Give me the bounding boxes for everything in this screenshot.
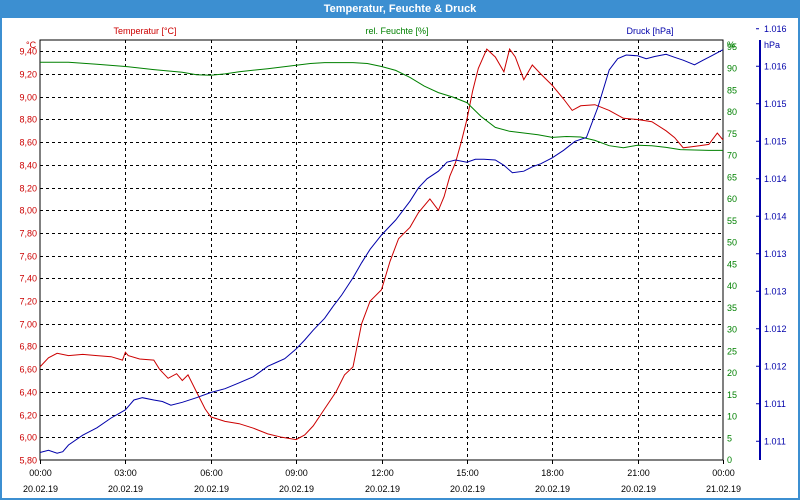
pressure-series-line [39, 49, 724, 454]
x-tick-date: 21.02.19 [706, 484, 741, 494]
left-tick-label: 8,40 [19, 161, 37, 171]
left-tick-label: 6,80 [19, 342, 37, 352]
left-tick-label: 9,40 [19, 47, 37, 57]
temperature-series-line [39, 47, 724, 441]
humidity-tick-label: 50 [727, 238, 737, 248]
x-tick-time: 00:00 [712, 468, 735, 478]
left-tick-label: 8,60 [19, 138, 37, 148]
left-tick-label: 8,20 [19, 184, 37, 194]
humidity-tick-label: 5 [727, 433, 732, 443]
pressure-tick-label: 1.012 [764, 324, 787, 334]
humidity-tick-label: 35 [727, 303, 737, 313]
left-tick-label: 8,80 [19, 115, 37, 125]
temperature-axis-label: Temperatur [°C] [113, 26, 176, 36]
x-tick-date: 20.02.19 [535, 484, 570, 494]
left-tick-label: 7,40 [19, 274, 37, 284]
left-tick-label: 9,20 [19, 70, 37, 80]
left-tick-label: 9,00 [19, 93, 37, 103]
pressure-tick-label: 1.015 [764, 136, 787, 146]
pressure-axis-bar [759, 40, 761, 460]
humidity-tick-label: 75 [727, 129, 737, 139]
humidity-tick-label: 20 [727, 368, 737, 378]
pressure-tick-label: 1.013 [764, 249, 787, 259]
left-tick-label: 6,20 [19, 411, 37, 421]
humidity-tick-label: 40 [727, 281, 737, 291]
x-tick-date: 20.02.19 [450, 484, 485, 494]
x-tick-time: 03:00 [114, 468, 137, 478]
left-tick-label: 7,00 [19, 320, 37, 330]
x-tick-date: 20.02.19 [279, 484, 314, 494]
left-tick-label: 5,80 [19, 456, 37, 466]
x-tick-time: 00:00 [29, 468, 52, 478]
humidity-axis-unit: % [727, 40, 735, 50]
humidity-tick-label: 60 [727, 194, 737, 204]
humidity-tick-label: 85 [727, 85, 737, 95]
left-tick-label: 7,60 [19, 252, 37, 262]
humidity-tick-label: 90 [727, 64, 737, 74]
x-tick-time: 18:00 [541, 468, 564, 478]
x-tick-time: 06:00 [200, 468, 223, 478]
left-tick-label: 8,00 [19, 206, 37, 216]
humidity-tick-label: 30 [727, 325, 737, 335]
pressure-tick-label: 1.016 [764, 61, 787, 71]
window-left-border [0, 18, 2, 500]
x-tick-time: 09:00 [285, 468, 308, 478]
humidity-tick-label: 15 [727, 390, 737, 400]
pressure-tick-label: 1.013 [764, 286, 787, 296]
window-title-bar: Temperatur, Feuchte & Druck [0, 0, 800, 18]
window-right-border [798, 18, 800, 500]
humidity-tick-label: 95 [727, 42, 737, 52]
pressure-axis-label: Druck [hPa] [626, 26, 673, 36]
pressure-tick-label: 1.014 [764, 174, 787, 184]
humidity-tick-label: 10 [727, 412, 737, 422]
humidity-tick-label: 65 [727, 172, 737, 182]
humidity-tick-label: 0 [727, 455, 732, 465]
pressure-axis-unit: hPa [764, 40, 780, 50]
x-tick-date: 20.02.19 [23, 484, 58, 494]
x-tick-date: 20.02.19 [194, 484, 229, 494]
left-tick-label: 6,60 [19, 365, 37, 375]
x-tick-date: 20.02.19 [621, 484, 656, 494]
x-tick-time: 15:00 [456, 468, 479, 478]
left-tick-label: 6,40 [19, 388, 37, 398]
pressure-tick-label: 1.014 [764, 211, 787, 221]
humidity-axis-label: rel. Feuchte [%] [365, 26, 428, 36]
window-title: Temperatur, Feuchte & Druck [323, 3, 477, 15]
x-tick-date: 20.02.19 [108, 484, 143, 494]
pressure-tick-label: 1.015 [764, 99, 787, 109]
pressure-tick-label: 1.011 [764, 436, 786, 446]
left-tick-label: 7,80 [19, 229, 37, 239]
humidity-tick-label: 70 [727, 151, 737, 161]
pressure-tick-label: 1.016 [764, 24, 787, 34]
humidity-tick-label: 55 [727, 216, 737, 226]
humidity-tick-label: 80 [727, 107, 737, 117]
left-axis-unit: °C [26, 40, 37, 50]
x-tick-date: 20.02.19 [365, 484, 400, 494]
x-tick-time: 12:00 [371, 468, 394, 478]
left-tick-label: 7,20 [19, 297, 37, 307]
pressure-tick-label: 1.011 [764, 399, 786, 409]
pressure-tick-label: 1.012 [764, 361, 787, 371]
humidity-tick-label: 25 [727, 346, 737, 356]
x-tick-time: 21:00 [627, 468, 650, 478]
plot-area [39, 39, 724, 461]
left-tick-label: 6,00 [19, 433, 37, 443]
window-bottom-border [0, 498, 800, 500]
humidity-tick-label: 45 [727, 259, 737, 269]
humidity-series-line [40, 61, 723, 151]
